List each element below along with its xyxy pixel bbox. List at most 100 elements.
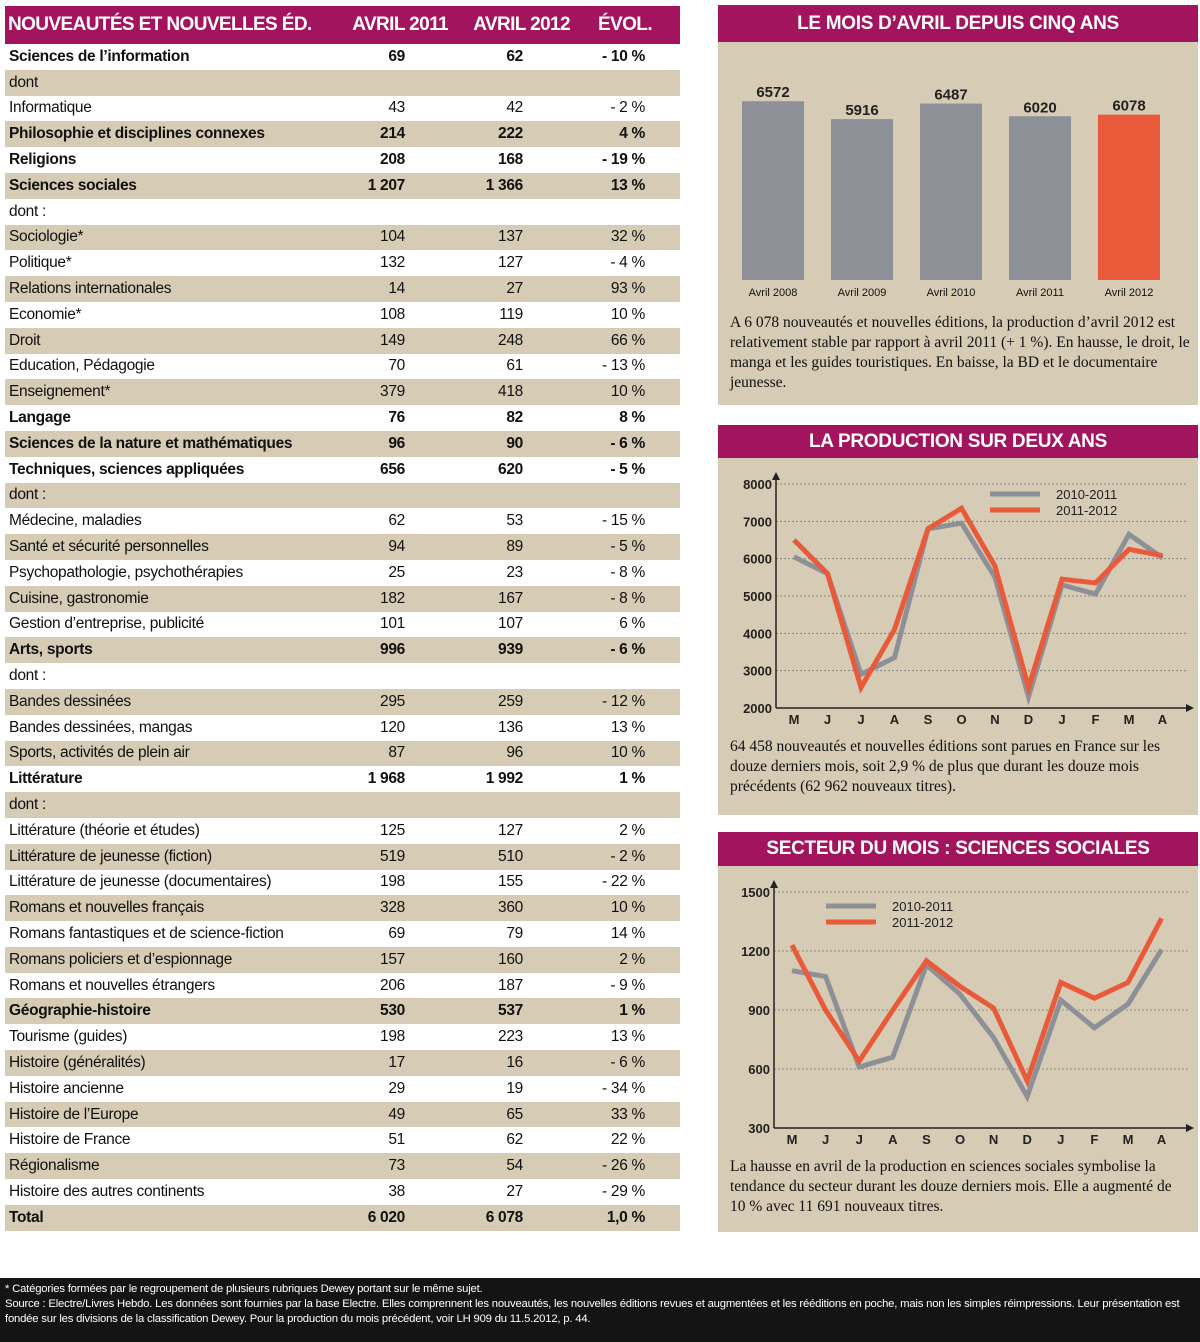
row-avril-2011: 25	[388, 563, 405, 581]
row-evol: 2 %	[619, 950, 645, 968]
row-avril-2011: 96	[388, 434, 405, 452]
row-avril-2011: 157	[380, 950, 405, 968]
row-avril-2012: 27	[506, 280, 523, 298]
row-label: Géographie-histoire	[9, 1002, 151, 1020]
row-evol: - 10 %	[602, 47, 645, 65]
x-tick-label: M	[1123, 1132, 1134, 1147]
row-avril-2012: 939	[498, 641, 523, 659]
row-avril-2011: 29	[388, 1079, 405, 1097]
bar	[831, 119, 893, 280]
series-line	[791, 948, 1164, 1103]
footer-note: * Catégories formées par le regroupement…	[5, 1283, 483, 1295]
panel-text: A 6 078 nouveautés et nouvelles éditions…	[730, 314, 1190, 391]
x-tick-label: J	[1058, 712, 1065, 727]
table-row: Relations internationales 14 27 93 %	[5, 276, 680, 302]
row-avril-2011: 17	[388, 1053, 405, 1071]
row-evol: 10 %	[610, 744, 645, 762]
row-evol: - 13 %	[602, 357, 645, 375]
table-row: Romans et nouvelles français 328 360 10 %	[5, 895, 680, 922]
x-axis-arrow	[1186, 1124, 1194, 1132]
row-avril-2012: 155	[498, 873, 523, 891]
y-tick-label: 7000	[743, 514, 772, 529]
row-evol: 8 %	[619, 409, 645, 427]
row-label: dont :	[9, 796, 46, 813]
table-row: Histoire de l’Europe 49 65 33 %	[5, 1101, 680, 1128]
row-avril-2012: 62	[506, 1131, 523, 1149]
row-evol: - 2 %	[610, 847, 645, 865]
row-label: Littérature de jeunesse (fiction)	[9, 847, 212, 865]
x-axis-arrow	[1186, 704, 1194, 712]
row-avril-2011: 198	[380, 1028, 405, 1046]
series-line	[792, 504, 1163, 697]
x-tick-label: N	[989, 1132, 998, 1147]
row-evol: 2 %	[619, 821, 645, 839]
row-evol: - 8 %	[610, 589, 645, 607]
footer-source: Source : Electre/Livres Hebdo. Les donné…	[5, 1298, 1180, 1325]
row-label: Tourisme (guides)	[9, 1028, 128, 1046]
row-avril-2011: 49	[388, 1105, 405, 1123]
panel-title: SECTEUR DU MOIS : SCIENCES SOCIALES	[718, 832, 1198, 866]
row-avril-2012: 222	[498, 125, 523, 143]
row-avril-2012: 23	[506, 563, 523, 581]
row-evol: - 6 %	[610, 1053, 645, 1071]
row-label: Bandes dessinées	[9, 692, 131, 710]
x-tick-label: J	[824, 712, 831, 727]
series-line	[789, 917, 1164, 1088]
panel-title: LA PRODUCTION SUR DEUX ANS	[718, 425, 1198, 458]
row-avril-2012: 223	[498, 1028, 523, 1046]
x-tick-label: F	[1092, 712, 1100, 727]
y-tick-label: 2000	[743, 701, 772, 716]
row-label: Romans fantastiques et de science-fictio…	[9, 924, 284, 942]
bar	[1098, 114, 1160, 280]
y-tick-label: 1200	[741, 944, 770, 959]
row-avril-2012: 259	[498, 692, 523, 710]
row-label: Histoire des autres continents	[9, 1182, 205, 1200]
row-label: Romans et nouvelles français	[9, 899, 204, 917]
row-avril-2012: 127	[498, 254, 523, 272]
footer: * Catégories formées par le regroupement…	[0, 1278, 1200, 1342]
table-row: Santé et sécurité personnelles 94 89 - 5 %	[5, 534, 680, 560]
row-avril-2012: 127	[498, 821, 523, 839]
table-row: Romans et nouvelles étrangers 206 187 - 9 %	[5, 972, 680, 999]
bar-chart: 6572 Avril 2008 5916 Avril 2009 6487 Avril 20…	[742, 84, 1160, 299]
table-row: dont :	[5, 663, 680, 689]
y-axis-arrow	[772, 472, 780, 480]
row-avril-2011: 104	[380, 228, 405, 246]
line-chart-sciences-sociales: 300 600 900 1200 1500 M J J A S O N D J F M A 2010-201120…	[741, 880, 1194, 1147]
row-label: Médecine, maladies	[9, 512, 142, 530]
x-tick-label: A	[888, 1132, 898, 1147]
bar-category-label: Avril 2008	[749, 287, 798, 299]
row-avril-2011: 295	[380, 692, 405, 710]
row-evol: 93 %	[610, 280, 645, 298]
table-row: Histoire ancienne 29 19 - 34 %	[5, 1075, 680, 1102]
x-tick-label: M	[789, 712, 800, 727]
row-evol: 13 %	[610, 718, 645, 736]
row-label: Sciences sociales	[9, 176, 137, 194]
row-avril-2011: 328	[380, 899, 405, 917]
bar-category-label: Avril 2011	[1016, 287, 1064, 299]
x-tick-label: D	[1024, 712, 1033, 727]
table-row: Droit 149 248 66 %	[5, 327, 680, 354]
row-avril-2012: 510	[498, 847, 523, 865]
x-tick-label: O	[955, 1132, 965, 1147]
row-evol: - 5 %	[610, 538, 645, 556]
row-avril-2012: 90	[506, 434, 523, 452]
bar-category-label: Avril 2009	[838, 287, 887, 299]
row-avril-2011: 70	[388, 357, 405, 375]
bar-value-label: 6020	[1023, 99, 1056, 116]
table-row: dont	[5, 69, 680, 96]
row-avril-2011: 101	[380, 615, 405, 633]
row-evol: 14 %	[610, 924, 645, 942]
x-tick-label: J	[857, 712, 864, 727]
row-label: Histoire de l’Europe	[9, 1105, 139, 1123]
table-row: Romans fantastiques et de science-fictio…	[5, 921, 680, 947]
table-row: Education, Pédagogie 70 61 - 13 %	[5, 353, 680, 380]
table-row: Enseignement* 379 418 10 %	[5, 379, 680, 406]
table-row: Régionalisme 73 54 - 26 %	[5, 1153, 680, 1180]
panel-production-deux-ans: LA PRODUCTION SUR DEUX ANS 2000 3000 4000 5…	[718, 425, 1198, 815]
row-label: Langage	[9, 409, 71, 427]
row-label: Sports, activités de plein air	[9, 744, 190, 762]
row-evol: 4 %	[619, 125, 645, 143]
row-label: Littérature (théorie et études)	[9, 821, 200, 839]
table-row: dont :	[5, 482, 680, 509]
